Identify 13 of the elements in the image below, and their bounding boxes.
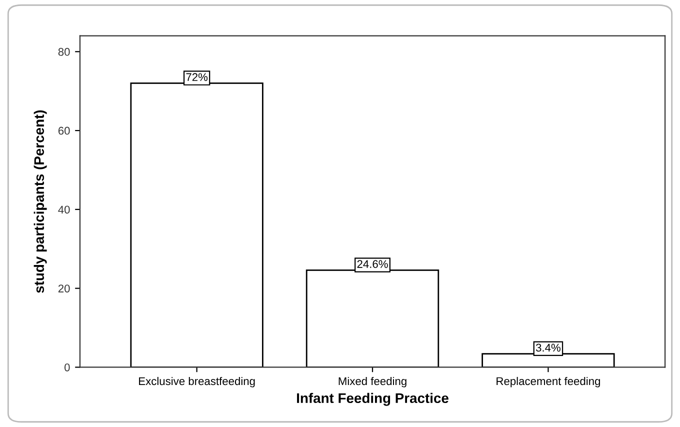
y-axis-title: study participants (Percent) [34, 110, 47, 293]
y-tick-label: 40 [58, 206, 70, 214]
x-tick-label: Mixed feeding [338, 376, 406, 388]
data-label: 24.6% [357, 260, 388, 268]
x-tick-label: Replacement feeding [496, 376, 600, 388]
x-tick-label: Exclusive breastfeeding [139, 376, 255, 388]
y-tick-label: 0 [64, 363, 70, 372]
data-label: 72% [186, 73, 208, 81]
data-label: 3.4% [536, 344, 560, 352]
x-axis-title: Infant Feeding Practice [297, 392, 448, 406]
y-tick-label: 80 [58, 48, 70, 56]
y-tick-label: 60 [58, 126, 70, 135]
y-tick-label: 20 [58, 284, 70, 292]
